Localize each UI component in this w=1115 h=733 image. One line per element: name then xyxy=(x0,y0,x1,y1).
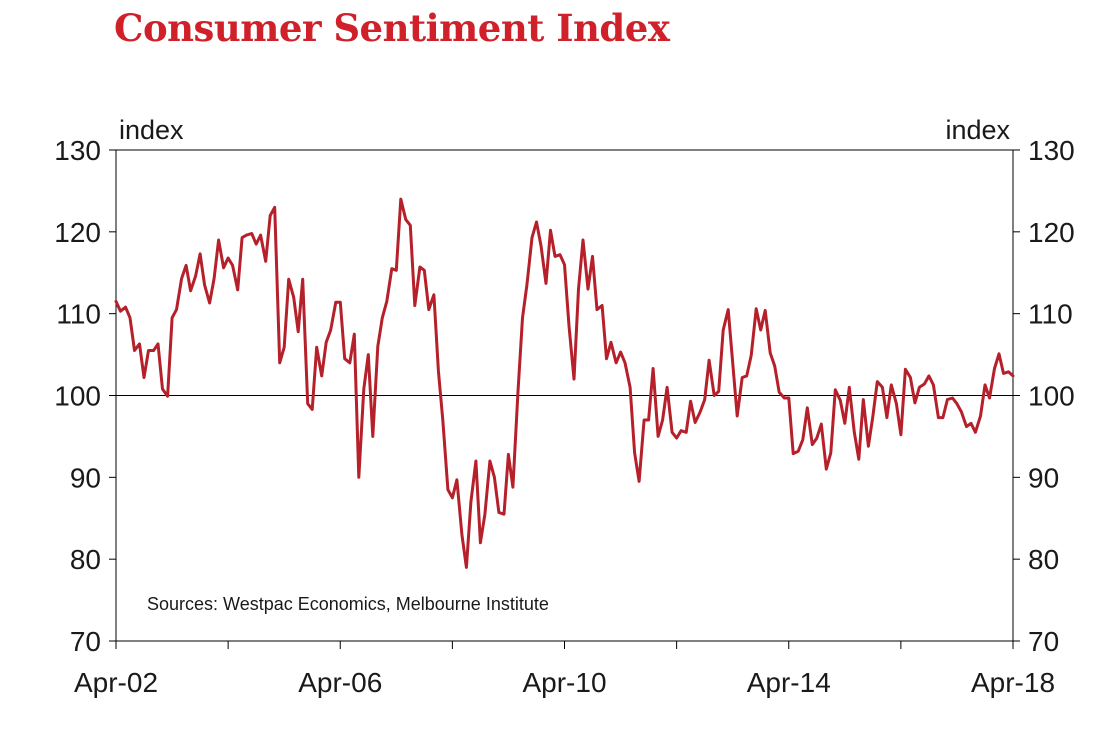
y-tick-label-left: 70 xyxy=(70,626,101,657)
x-tick-label: Apr-18 xyxy=(971,667,1055,698)
sources-annotation: Sources: Westpac Economics, Melbourne In… xyxy=(147,594,549,614)
x-tick-label: Apr-10 xyxy=(522,667,606,698)
y-tick-label-right: 70 xyxy=(1028,626,1059,657)
y-tick-label-left: 100 xyxy=(54,381,101,412)
y-tick-label-left: 90 xyxy=(70,462,101,493)
x-tick-label: Apr-02 xyxy=(74,667,158,698)
y-tick-label-right: 100 xyxy=(1028,381,1075,412)
series-line-consumer-sentiment xyxy=(114,197,1015,569)
y-axis-label-right: index xyxy=(945,115,1010,145)
y-tick-label-right: 110 xyxy=(1028,299,1073,330)
x-tick-label: Apr-06 xyxy=(298,667,382,698)
x-tick-label: Apr-14 xyxy=(747,667,831,698)
y-tick-label-left: 130 xyxy=(54,135,101,166)
y-tick-label-right: 80 xyxy=(1028,544,1059,575)
y-tick-label-right: 130 xyxy=(1028,135,1075,166)
y-tick-label-left: 120 xyxy=(54,217,101,248)
y-tick-label-right: 90 xyxy=(1028,462,1059,493)
chart-title: Consumer Sentiment Index xyxy=(114,6,670,50)
y-axis-label-left: index xyxy=(119,115,184,145)
y-tick-label-left: 110 xyxy=(56,299,101,330)
y-tick-label-right: 120 xyxy=(1028,217,1075,248)
y-tick-label-left: 80 xyxy=(70,544,101,575)
